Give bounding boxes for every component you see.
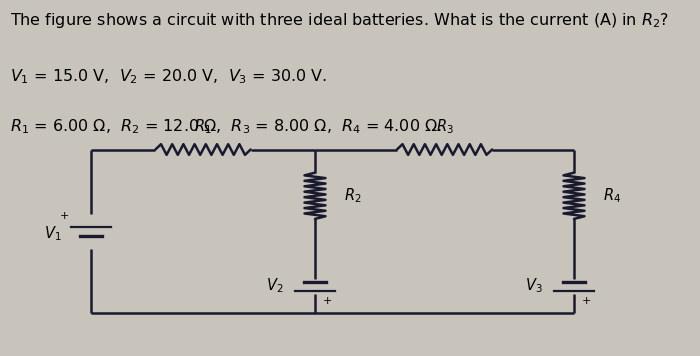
Text: $R_2$: $R_2$ (344, 187, 362, 205)
Text: $V_1$: $V_1$ (43, 224, 62, 242)
Text: $R_1$ = 6.00 Ω,  $R_2$ = 12.0 Ω,  $R_3$ = 8.00 Ω,  $R_4$ = 4.00 Ω.: $R_1$ = 6.00 Ω, $R_2$ = 12.0 Ω, $R_3$ = … (10, 117, 442, 136)
Text: $R_3$: $R_3$ (435, 117, 454, 136)
Text: $R_4$: $R_4$ (603, 187, 622, 205)
Text: +: + (323, 296, 332, 306)
Text: +: + (582, 296, 591, 306)
Text: $R_1$: $R_1$ (194, 117, 212, 136)
Text: $V_3$: $V_3$ (524, 277, 542, 295)
Text: +: + (60, 211, 69, 221)
Text: $V_2$: $V_2$ (266, 277, 283, 295)
Text: The figure shows a circuit with three ideal batteries. What is the current (A) i: The figure shows a circuit with three id… (10, 11, 670, 30)
Text: $V_1$ = 15.0 V,  $V_2$ = 20.0 V,  $V_3$ = 30.0 V.: $V_1$ = 15.0 V, $V_2$ = 20.0 V, $V_3$ = … (10, 68, 328, 87)
